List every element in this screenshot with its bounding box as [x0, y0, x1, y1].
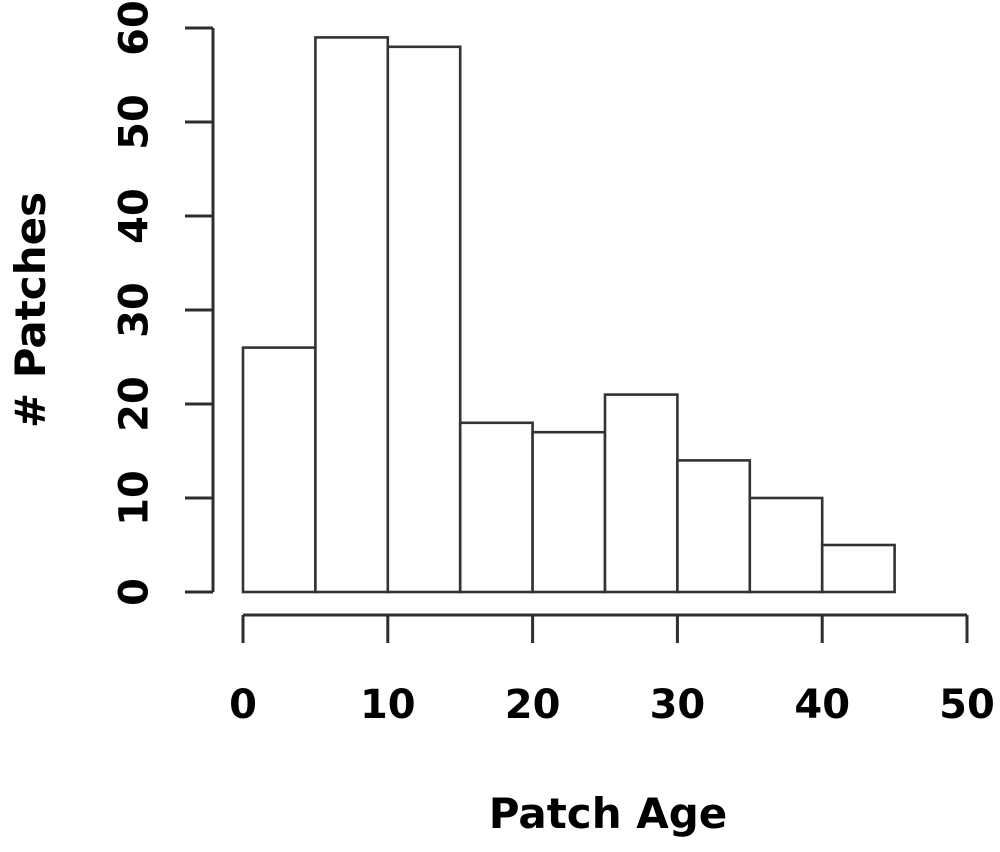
histogram-bar [676, 459, 752, 594]
histogram-bar [531, 430, 607, 594]
histogram-bar [748, 496, 824, 594]
x-tick-label: 30 [650, 682, 706, 728]
y-tick-label: 10 [111, 470, 157, 526]
x-tick-label: 20 [505, 682, 561, 728]
x-tick-label: 40 [794, 682, 850, 728]
plot-area: 0 10 20 30 40 50 60 0 10 20 30 40 50 [111, 0, 994, 728]
y-tick-label: 40 [111, 188, 157, 244]
y-tick-label: 20 [111, 376, 157, 432]
histogram-bar [603, 393, 679, 594]
x-axis-title: Patch Age [489, 789, 728, 838]
histogram-bar [820, 543, 896, 594]
x-tick-label: 0 [229, 682, 257, 728]
y-tick-label: 30 [111, 282, 157, 338]
x-tick-label: 10 [360, 682, 416, 728]
histogram-bar [458, 421, 534, 594]
y-tick-label: 50 [111, 94, 157, 150]
y-axis-title: # Patches [6, 192, 55, 428]
histogram-bar [241, 346, 317, 594]
histogram-bar [386, 45, 462, 594]
y-tick-label: 0 [111, 578, 157, 606]
histogram-bar [314, 36, 390, 594]
y-tick-label: 60 [111, 0, 157, 56]
x-tick-label: 50 [939, 682, 995, 728]
